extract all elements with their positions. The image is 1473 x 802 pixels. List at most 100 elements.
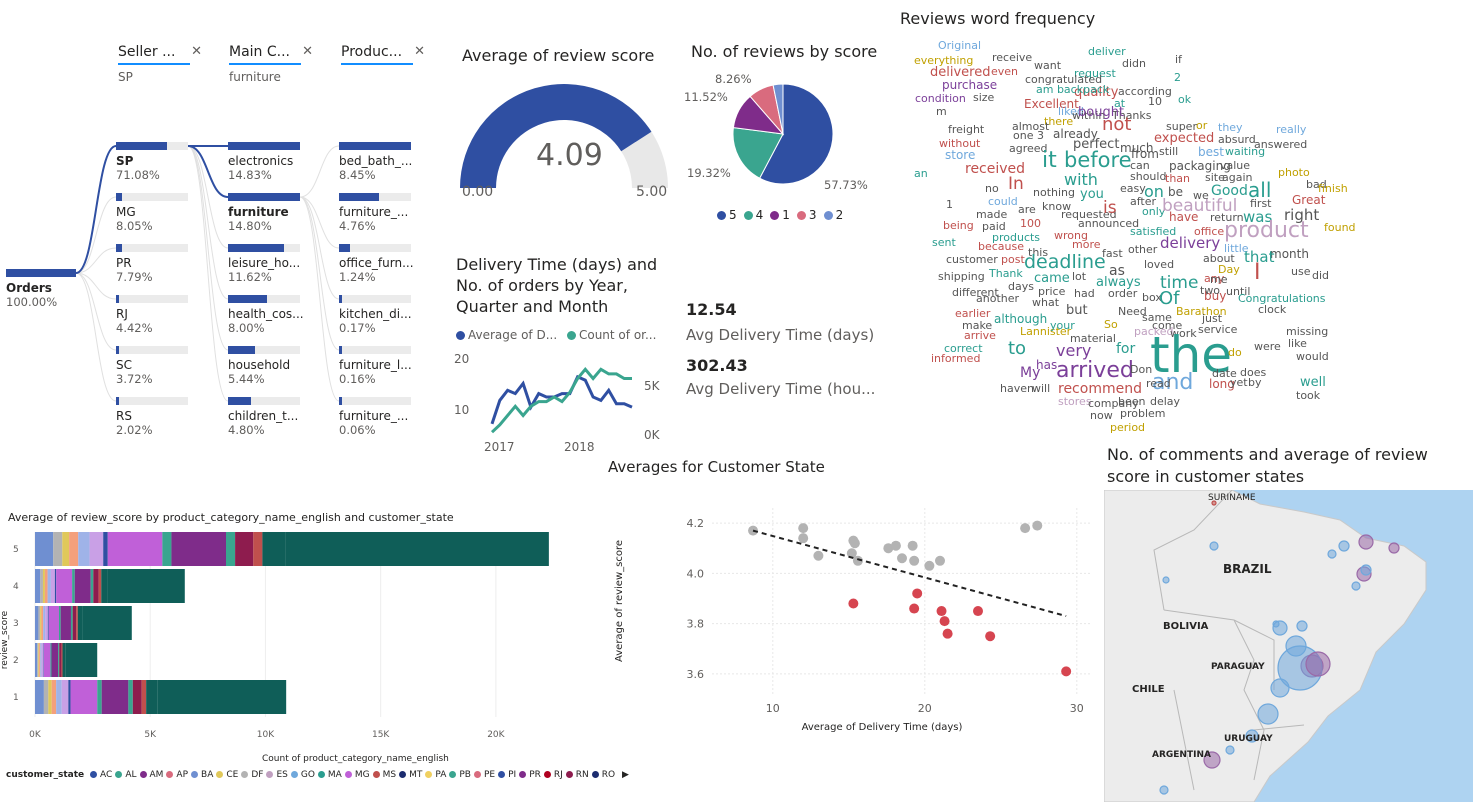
map-bubble[interactable] bbox=[1257, 703, 1279, 725]
map-bubble[interactable] bbox=[1338, 540, 1350, 552]
scatter-point[interactable] bbox=[942, 628, 953, 639]
stacked-bar-segment[interactable] bbox=[45, 606, 48, 640]
stacked-bar-segment[interactable] bbox=[39, 643, 41, 677]
stacked-bar-segment[interactable] bbox=[93, 569, 99, 603]
scatter-point[interactable] bbox=[939, 616, 950, 627]
stacked-bar-segment[interactable] bbox=[62, 643, 66, 677]
map-bubble[interactable] bbox=[1245, 729, 1259, 743]
legend-item[interactable]: MT bbox=[399, 770, 422, 780]
tree-node[interactable]: electronics 14.83% bbox=[228, 142, 300, 182]
stacked-bar-segment[interactable] bbox=[48, 680, 52, 714]
tree-node[interactable]: furniture_... 0.06% bbox=[339, 397, 411, 437]
stacked-bar-segment[interactable] bbox=[35, 532, 54, 566]
scatter-point[interactable] bbox=[1061, 666, 1072, 677]
tree-node[interactable]: MG 8.05% bbox=[116, 193, 188, 233]
scatter-point[interactable] bbox=[973, 606, 983, 617]
stacked-bar-segment[interactable] bbox=[42, 569, 45, 603]
stacked-bar-segment[interactable] bbox=[70, 606, 73, 640]
stacked-bar-segment[interactable] bbox=[107, 532, 163, 566]
legend-item[interactable]: GO bbox=[290, 770, 315, 780]
filter-product[interactable]: Produc... ✕ bbox=[341, 44, 425, 65]
pie-slice-5[interactable] bbox=[758, 83, 834, 185]
close-icon[interactable]: ✕ bbox=[302, 44, 313, 59]
stacked-bar-segment[interactable] bbox=[47, 606, 49, 640]
line-series-2[interactable] bbox=[490, 366, 632, 434]
stacked-bar-segment[interactable] bbox=[48, 606, 59, 640]
legend-item[interactable]: MA bbox=[317, 770, 342, 780]
stacked-bar-segment[interactable] bbox=[97, 680, 102, 714]
tree-node[interactable]: SC 3.72% bbox=[116, 346, 188, 386]
stacked-bar-segment[interactable] bbox=[43, 680, 49, 714]
filter-main-category[interactable]: Main C... ✕ bbox=[229, 44, 313, 65]
tree-root[interactable]: Orders 100.00% bbox=[6, 269, 76, 309]
stacked-bar-segment[interactable] bbox=[50, 643, 52, 677]
tree-node[interactable]: health_cos... 8.00% bbox=[228, 295, 304, 335]
legend-item[interactable]: PB bbox=[449, 770, 471, 780]
map-bubble[interactable] bbox=[1388, 542, 1400, 554]
stacked-bar-segment[interactable] bbox=[60, 606, 71, 640]
stacked-bar-segment[interactable] bbox=[43, 606, 46, 640]
close-icon[interactable]: ✕ bbox=[414, 44, 425, 59]
scatter-point[interactable] bbox=[852, 555, 863, 566]
stacked-bar-segment[interactable] bbox=[43, 643, 44, 677]
stacked-bar-segment[interactable] bbox=[146, 680, 158, 714]
legend-item[interactable]: RN bbox=[565, 770, 589, 780]
stacked-bar-segment[interactable] bbox=[59, 643, 62, 677]
pie-slice-2[interactable] bbox=[772, 83, 784, 135]
stacked-bar-segment[interactable] bbox=[98, 569, 102, 603]
tree-node[interactable]: office_furn... 1.24% bbox=[339, 244, 414, 284]
legend-item[interactable]: RJ bbox=[543, 770, 563, 780]
scatter-point[interactable] bbox=[813, 550, 824, 561]
scatter-point[interactable] bbox=[849, 538, 860, 549]
tree-node[interactable]: bed_bath_... 8.45% bbox=[339, 142, 412, 182]
stacked-bar-segment[interactable] bbox=[56, 569, 73, 603]
legend-item[interactable]: PE bbox=[473, 770, 495, 780]
map-svg[interactable] bbox=[1104, 490, 1473, 802]
tree-node[interactable]: SP 71.08% bbox=[116, 142, 188, 182]
scatter-point[interactable] bbox=[985, 631, 996, 642]
stacked-bar-segment[interactable] bbox=[61, 643, 63, 677]
map-bubble[interactable] bbox=[1305, 651, 1331, 677]
stacked-bar-segment[interactable] bbox=[225, 532, 236, 566]
stacked-bar-segment[interactable] bbox=[35, 606, 39, 640]
stacked-bar-segment[interactable] bbox=[58, 606, 61, 640]
stacked-bar-segment[interactable] bbox=[107, 569, 185, 603]
scatter-point[interactable] bbox=[909, 555, 920, 566]
map-bubble[interactable] bbox=[1360, 564, 1372, 576]
map-bubble[interactable] bbox=[1358, 534, 1374, 550]
map-bubble[interactable] bbox=[1296, 620, 1308, 632]
legend-item[interactable]: AM bbox=[139, 770, 163, 780]
stacked-bar-segment[interactable] bbox=[44, 569, 48, 603]
legend-item[interactable]: PI bbox=[498, 770, 516, 780]
scatter-point[interactable] bbox=[909, 603, 920, 614]
stacked-bar-segment[interactable] bbox=[65, 643, 98, 677]
scatter-point[interactable] bbox=[1020, 523, 1031, 534]
stacked-bar-segment[interactable] bbox=[262, 532, 286, 566]
map-bubble[interactable] bbox=[1159, 785, 1169, 795]
stacked-bar-segment[interactable] bbox=[89, 532, 104, 566]
stacked-bar-segment[interactable] bbox=[74, 569, 91, 603]
stacked-bar-segment[interactable] bbox=[171, 532, 226, 566]
stacked-bar-segment[interactable] bbox=[101, 569, 108, 603]
stacked-bar-segment[interactable] bbox=[285, 532, 549, 566]
stacked-bar-segment[interactable] bbox=[51, 643, 59, 677]
pie-slice-4[interactable] bbox=[732, 127, 784, 179]
stacked-bar-segment[interactable] bbox=[128, 680, 133, 714]
scatter-point[interactable] bbox=[883, 543, 894, 554]
stacked-bar-segment[interactable] bbox=[40, 643, 42, 677]
scatter-point[interactable] bbox=[798, 523, 809, 534]
stacked-bar-segment[interactable] bbox=[68, 680, 71, 714]
pie-legend-item[interactable]: 5 bbox=[717, 208, 737, 222]
stacked-bar-segment[interactable] bbox=[56, 680, 62, 714]
stacked-bar-segment[interactable] bbox=[40, 569, 43, 603]
tree-node[interactable]: PR 7.79% bbox=[116, 244, 188, 284]
legend-item[interactable]: BA bbox=[191, 770, 213, 780]
pie-legend-item[interactable]: 2 bbox=[823, 208, 843, 222]
map-bubble[interactable] bbox=[1272, 620, 1288, 636]
stacked-bar-segment[interactable] bbox=[162, 532, 172, 566]
scatter-point[interactable] bbox=[936, 606, 947, 617]
pie-legend-item[interactable]: 4 bbox=[743, 208, 763, 222]
stacked-bar-segment[interactable] bbox=[76, 606, 78, 640]
stacked-bar-segment[interactable] bbox=[41, 643, 44, 677]
scatter-point[interactable] bbox=[798, 533, 809, 544]
